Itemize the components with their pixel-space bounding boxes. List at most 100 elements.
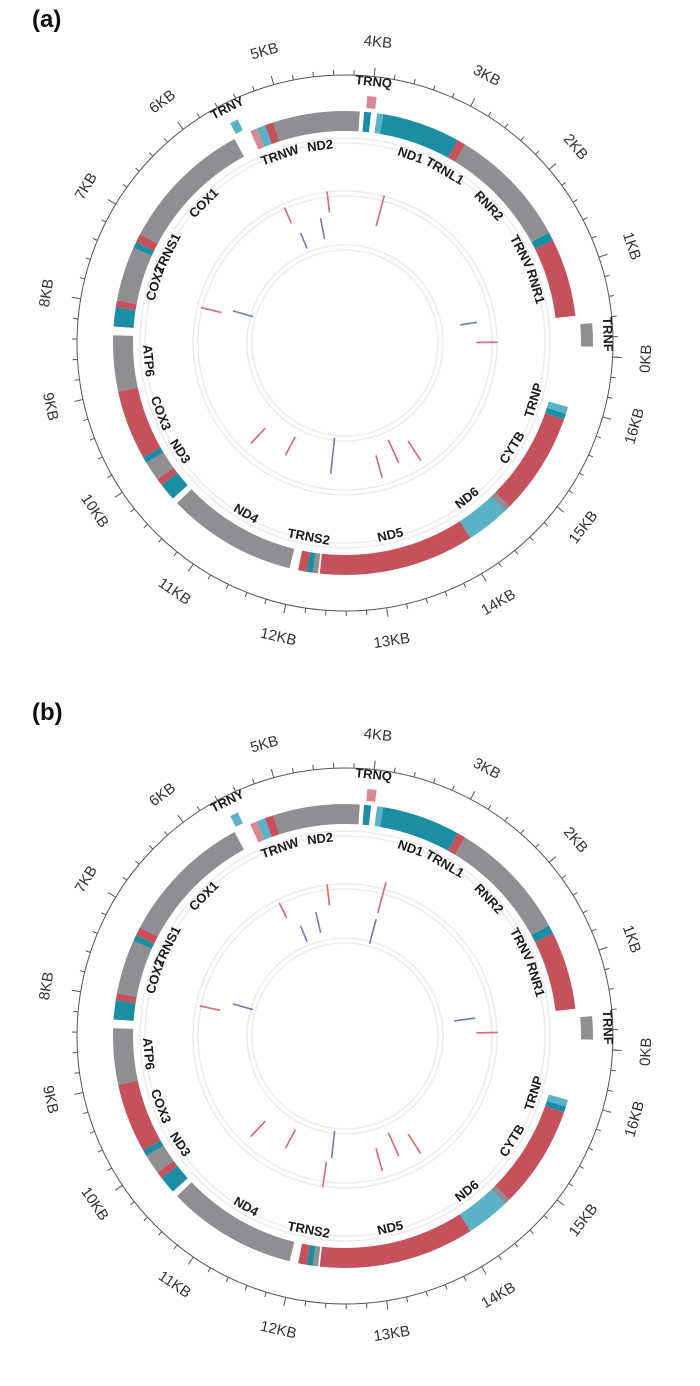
gene-block [273,111,360,142]
minor-tick [173,551,178,557]
minor-tick [393,74,396,80]
gene-block [298,1243,310,1265]
gene-block [250,821,265,843]
major-tick [373,67,376,77]
minor-tick [568,489,574,494]
minor-tick [135,860,140,865]
track-ring [139,830,551,1242]
minor-tick [504,123,509,129]
gene-block [115,993,137,1004]
minor-tick [207,574,211,580]
major-tick [548,856,557,863]
minor-tick [97,1149,103,1153]
gene-block [157,467,178,486]
major-tick [283,604,287,614]
variant-mark [387,1132,400,1157]
minor-tick [291,768,294,774]
minor-tick [312,764,314,770]
gene-block [459,1189,506,1232]
track-ring [246,244,444,442]
gene-block [140,139,245,244]
gene-block [298,550,310,572]
minor-tick [582,217,588,221]
minor-tick [610,376,616,379]
major-tick [386,607,389,617]
minor-tick [207,1267,211,1273]
gene-block [143,447,164,463]
gene-block [118,1080,161,1151]
major-tick [598,946,608,951]
minor-tick [463,1276,467,1282]
major-tick [74,399,84,402]
minor-tick [83,1111,89,1115]
gene-block [535,933,576,1012]
kb-label: 16KB [622,406,648,446]
gene-block [264,815,280,838]
gene-block [546,401,568,414]
gene-block [273,804,360,835]
gene-block [161,472,188,499]
kb-label: 1KB [619,230,644,262]
gene-block [447,140,466,162]
gene-block [531,925,554,943]
minor-tick [101,912,107,916]
track-ring [144,142,546,544]
minor-tick [588,454,594,458]
minor-tick [89,437,95,441]
variant-mark [454,1017,476,1022]
gene-block [264,122,280,145]
kb-label: 14KB [478,586,518,619]
minor-tick [607,1089,613,1092]
minor-tick [520,136,525,141]
minor-tick [444,591,448,597]
gene-block [546,1094,568,1107]
kb-label: 11KB [155,575,194,609]
major-tick [283,1297,287,1307]
kb-label: 5KB [249,39,281,63]
minor-tick [498,562,502,568]
track-ring [197,888,493,1184]
minor-tick [244,592,248,598]
minor-tick [608,988,614,990]
gene-block [491,1185,510,1204]
gene-block [312,1245,321,1267]
minor-tick [233,93,236,99]
gene-block [113,307,136,328]
major-tick [270,75,275,85]
minor-tick [85,950,91,953]
variant-mark [199,1005,221,1012]
gene-label: COX2 [143,957,168,995]
gene-block [116,247,152,305]
axis-ring [76,74,614,612]
gene-label: ND5 [376,524,405,545]
panel-b: (b) 0KB 1KB 2KB 3KB 4KB 5KB 6KB 7KB 8KB 9KB 10KB 11… [0,693,700,1386]
variant-mark [376,882,387,914]
minor-tick [514,550,519,555]
major-tick [470,791,476,800]
minor-tick [561,874,567,879]
minor-tick [535,150,540,155]
minor-tick [568,1182,574,1187]
minor-tick [406,1296,409,1302]
circos-plot-a: 0KB 1KB 2KB 3KB 4KB 5KB 6KB 7KB 8KB 9KB 10KB 11KB 12… [36,32,655,652]
minor-tick [425,598,429,604]
gene-block [580,1016,593,1040]
gene-label: TRNY [208,93,247,122]
major-tick [114,1184,123,1191]
variant-mark [387,439,400,464]
minor-tick [244,1285,248,1291]
minor-tick [413,79,416,85]
gene-block [230,119,243,134]
minor-tick [79,277,85,280]
variant-mark [315,912,322,934]
minor-tick [92,237,98,241]
minor-tick [264,1292,267,1298]
minor-tick [451,785,455,791]
gene-block [161,1165,188,1192]
track-ring [251,942,439,1130]
minor-tick [514,1243,519,1248]
variant-mark [375,455,384,479]
minor-tick [596,1128,602,1132]
variant-mark [326,191,331,213]
kb-label: 0KB [637,344,655,373]
